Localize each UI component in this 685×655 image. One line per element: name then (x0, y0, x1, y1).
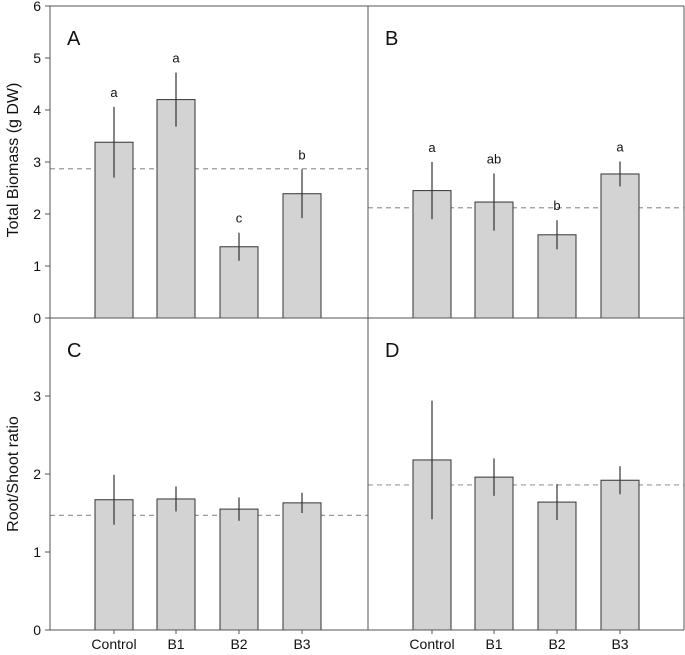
x-tick-label-C-b2: B2 (230, 636, 247, 652)
y-tick-label-A-2: 2 (33, 206, 41, 222)
y-tick-label-C-0: 0 (33, 622, 41, 638)
x-tick-label-D-control: Control (409, 636, 454, 652)
y-tick-label-A-0: 0 (33, 310, 41, 326)
y-tick-label-C-3: 3 (33, 388, 41, 404)
x-tick-label-D-b2: B2 (548, 636, 565, 652)
bar-A-b1 (156, 99, 196, 319)
y-tick-label-A-4: 4 (33, 102, 41, 118)
panel-label-A: A (67, 28, 81, 50)
significance-label-A-b3: b (298, 147, 305, 162)
x-tick-label-D-b1: B1 (485, 636, 502, 652)
significance-label-B-b2: b (553, 198, 560, 213)
y-tick-label-A-5: 5 (33, 50, 41, 66)
significance-label-B-b1: ab (487, 151, 501, 166)
bar-D-b2 (537, 501, 577, 631)
x-tick-label-C-b1: B1 (167, 636, 184, 652)
panel-label-D: D (385, 340, 399, 362)
axis-ticks: 0 1 2 3 4 5 6 0 1 2 3 Control B1 B2 B3 Control B1 B2 B3 (33, 0, 629, 652)
figure-frame (49, 5, 685, 631)
panel-D: D (368, 340, 684, 631)
bar-C-b2 (219, 508, 259, 631)
panel-A: a a c b A (50, 28, 368, 319)
y-tick-label-A-1: 1 (33, 258, 41, 274)
bar-C-b3 (282, 502, 322, 631)
panel-label-B: B (385, 28, 398, 50)
significance-label-A-b1: a (172, 51, 180, 66)
chart-panels: a a c b Aa ab b a B C D (50, 28, 684, 631)
bar-D-b3 (600, 479, 640, 631)
y-axis-title-root-shoot: Root/Shoot ratio (5, 416, 22, 532)
x-tick-label-D-b3: B3 (611, 636, 628, 652)
y-tick-label-A-3: 3 (33, 154, 41, 170)
x-tick-label-C-control: Control (91, 636, 136, 652)
panel-B: a ab b a B (368, 28, 684, 319)
panel-C: C (50, 340, 368, 631)
x-tick-label-C-b3: B3 (293, 636, 310, 652)
bar-D-b1 (474, 476, 514, 631)
significance-label-A-control: a (110, 85, 118, 100)
significance-label-A-b2: c (236, 211, 243, 226)
y-axis-title-top: Total Biomass (g DW) (5, 83, 22, 238)
significance-label-B-control: a (428, 140, 436, 155)
y-axis-title-bottom: Root/Shoot ratio (5, 416, 22, 532)
y-axis-title-biomass: Total Biomass (g DW) (5, 83, 22, 238)
bar-B-b3 (600, 173, 640, 319)
bar-C-b1 (156, 498, 196, 631)
y-tick-label-A-6: 6 (33, 0, 41, 14)
panel-label-C: C (67, 340, 81, 362)
y-tick-label-C-2: 2 (33, 466, 41, 482)
y-tick-label-C-1: 1 (33, 544, 41, 560)
significance-label-B-b3: a (616, 139, 624, 154)
